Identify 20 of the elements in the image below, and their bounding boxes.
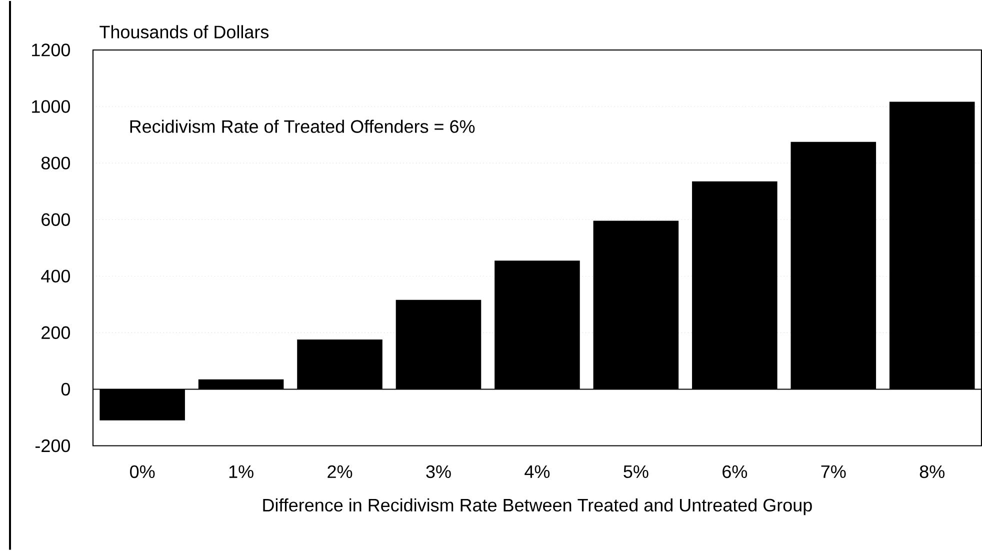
y-tick-label: 1200	[32, 44, 70, 56]
x-tick-label: 0%	[130, 465, 155, 478]
x-tick-label: 2%	[328, 465, 352, 478]
x-axis-title: Difference in Recidivism Rate Between Treated and Untreated Group	[263, 498, 812, 516]
y-tick-label: 0	[61, 382, 70, 396]
x-tick-label: 1%	[229, 465, 254, 478]
y-tick-label: -200	[35, 440, 70, 452]
y-tick-label: 600	[42, 213, 70, 226]
y-axis-title: Thousands of Dollars	[100, 25, 269, 39]
annotation: Recidivism Rate of Treated Offenders = 6%	[130, 120, 475, 134]
y-tick-label: 1000	[32, 100, 70, 114]
x-tick-label: 7%	[821, 465, 846, 478]
x-tick-label: 8%	[920, 465, 944, 478]
y-tick-label: 400	[41, 270, 70, 283]
y-tick-label: 200	[42, 326, 70, 340]
y-tick-label: 800	[41, 156, 70, 170]
x-tick-label: 6%	[722, 465, 748, 478]
x-tick-label: 5%	[624, 465, 648, 478]
x-tick-label: 4%	[524, 465, 550, 478]
x-tick-label: 3%	[426, 465, 451, 478]
